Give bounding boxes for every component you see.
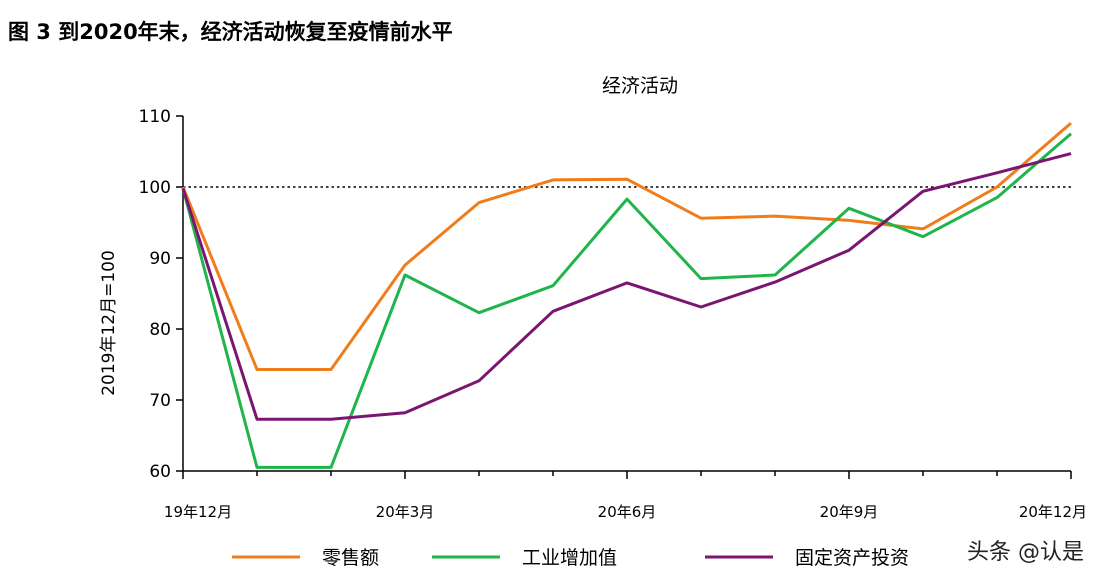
- chart-axes: [182, 116, 1071, 472]
- y-axis-label: 2019年12月=100: [99, 250, 119, 396]
- figure-title: 图 3 到2020年末，经济活动恢复至疫情前水平: [8, 20, 453, 44]
- y-tick-label: 100: [139, 178, 171, 198]
- chart-legend: 零售额 工业增加值 固定资产投资: [232, 547, 909, 569]
- x-tick-label: 19年12月: [164, 503, 232, 521]
- y-axis-ticks: 60 70 80 90 100 110: [139, 107, 183, 482]
- chart-series: [181, 121, 1072, 469]
- y-tick-label: 110: [139, 107, 171, 127]
- watermark: 头条 @认是: [967, 540, 1084, 565]
- series-line: [181, 121, 1072, 371]
- chart-title: 经济活动: [602, 75, 678, 97]
- x-tick-label: 20年3月: [376, 503, 435, 521]
- legend-label: 固定资产投资: [795, 547, 909, 569]
- y-tick-label: 80: [149, 320, 171, 340]
- y-tick-label: 90: [149, 249, 171, 269]
- series-line: [181, 152, 1072, 421]
- y-tick-label: 60: [149, 462, 171, 482]
- y-tick-label: 70: [149, 391, 171, 411]
- legend-label: 工业增加值: [522, 547, 617, 569]
- x-tick-label: 20年9月: [820, 503, 879, 521]
- x-tick-label: 20年12月: [1019, 503, 1087, 521]
- series-line: [181, 132, 1072, 469]
- x-tick-label: 20年6月: [598, 503, 657, 521]
- legend-label: 零售额: [322, 547, 379, 569]
- x-axis-ticks: 19年12月 20年3月 20年6月 20年9月 20年12月: [164, 471, 1087, 521]
